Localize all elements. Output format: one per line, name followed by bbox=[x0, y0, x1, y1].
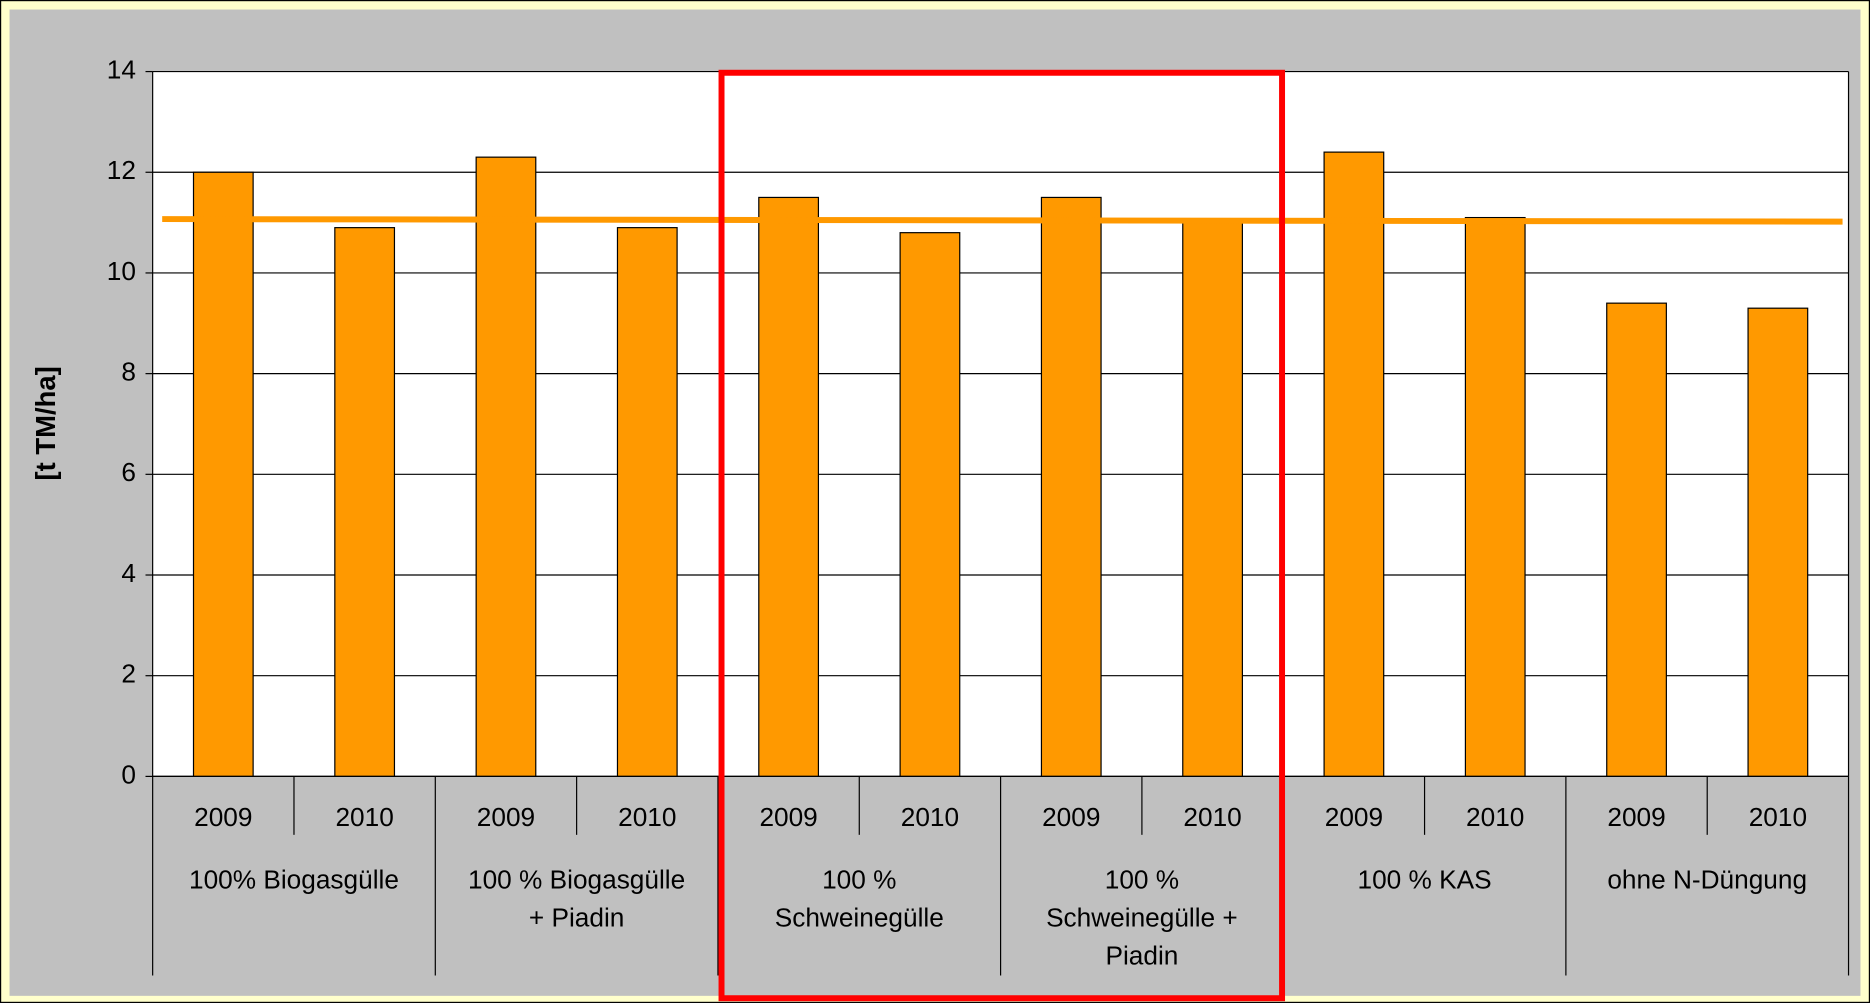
bar bbox=[1747, 307, 1809, 777]
group-label: Schweinegülle + bbox=[1046, 902, 1238, 932]
trendline bbox=[162, 216, 1843, 225]
y-tick-label: 2 bbox=[121, 659, 136, 689]
bar bbox=[1182, 222, 1243, 777]
x-tick-label: 2010 bbox=[1183, 802, 1241, 832]
y-tick-label: 6 bbox=[121, 457, 136, 487]
group-label: Piadin bbox=[1105, 941, 1178, 971]
x-tick-label: 2009 bbox=[1325, 802, 1383, 832]
x-tick-label: 2009 bbox=[1607, 802, 1665, 832]
y-tick-label: 0 bbox=[121, 759, 136, 789]
x-tick-label: 2009 bbox=[1042, 802, 1100, 832]
bar bbox=[1040, 196, 1102, 777]
highlight-box bbox=[718, 69, 1286, 1002]
y-axis-label: [t TM/ha] bbox=[30, 366, 61, 480]
x-tick-label: 2010 bbox=[335, 802, 393, 832]
y-tick-label: 14 bbox=[107, 54, 136, 84]
x-tick-label: 2010 bbox=[1466, 802, 1524, 832]
bar bbox=[1606, 302, 1667, 777]
group-label: + Piadin bbox=[529, 902, 624, 932]
bar bbox=[192, 171, 254, 777]
group-label: 100% Biogasgülle bbox=[189, 864, 399, 894]
group-label: 100 % Biogasgülle bbox=[468, 864, 685, 894]
x-tick-label: 2009 bbox=[759, 802, 817, 832]
bar bbox=[758, 196, 820, 777]
plot-area bbox=[152, 71, 1849, 777]
y-tick-label: 8 bbox=[121, 357, 136, 387]
group-label: 100 % bbox=[822, 864, 896, 894]
group-label: 100 % KAS bbox=[1358, 864, 1492, 894]
bar bbox=[1323, 151, 1385, 777]
bar bbox=[616, 227, 678, 777]
x-tick-label: 2010 bbox=[901, 802, 959, 832]
x-tick-label: 2010 bbox=[618, 802, 676, 832]
x-tick-label: 2010 bbox=[1749, 802, 1807, 832]
bar bbox=[475, 156, 537, 777]
bar bbox=[1464, 216, 1526, 777]
bar bbox=[334, 227, 396, 777]
y-tick-label: 12 bbox=[107, 155, 136, 185]
group-label: 100 % bbox=[1105, 864, 1179, 894]
y-tick-label: 4 bbox=[121, 558, 136, 588]
x-tick-label: 2009 bbox=[477, 802, 535, 832]
x-tick-label: 2009 bbox=[194, 802, 252, 832]
bar bbox=[899, 232, 961, 777]
y-tick-label: 10 bbox=[107, 256, 136, 286]
group-label: Schweinegülle bbox=[775, 902, 944, 932]
group-label: ohne N-Düngung bbox=[1607, 864, 1807, 894]
